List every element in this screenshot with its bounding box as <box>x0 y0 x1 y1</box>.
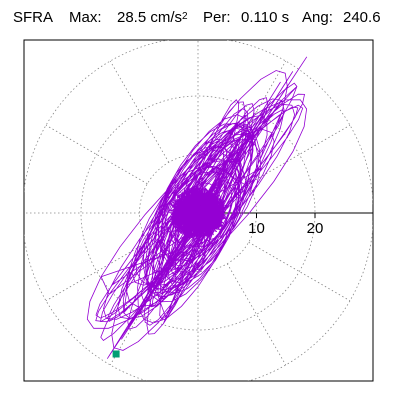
motion-trace <box>86 56 308 359</box>
period-label: Per: <box>203 9 231 26</box>
grid-spoke <box>45 124 148 185</box>
grid-spoke <box>226 60 287 163</box>
max-unit: cm/s <box>150 9 183 26</box>
radial-axis: 10 20 <box>198 212 373 237</box>
radial-tick-label: 10 <box>248 220 265 237</box>
period-value: 0.110 s <box>241 9 290 26</box>
trace-loops <box>86 70 308 351</box>
grid-spoke <box>109 60 170 163</box>
max-unit-exponent: 2 <box>182 11 188 22</box>
max-label: Max: <box>69 9 102 26</box>
plot-frame <box>23 39 374 382</box>
max-value: 28.5 cm/s2 <box>117 9 188 29</box>
radial-tick-label: 20 <box>307 220 324 237</box>
max-number: 28.5 <box>117 9 147 26</box>
marker-layer <box>112 350 120 358</box>
grid-spoke <box>109 263 170 366</box>
grid-spoke <box>45 241 148 302</box>
grid-spoke <box>248 241 351 302</box>
station-code: SFRA <box>13 9 54 26</box>
trace-series <box>106 56 308 359</box>
angle-label: Ang: <box>302 9 333 26</box>
chart-title-bar: SFRA Max: 28.5 cm/s2 Per: 0.110 s Ang: 2… <box>0 9 400 33</box>
peak-marker <box>112 350 120 358</box>
grid-spoke <box>248 124 351 185</box>
angle-value: 240.6 <box>343 9 381 26</box>
grid-spoke <box>226 263 287 366</box>
